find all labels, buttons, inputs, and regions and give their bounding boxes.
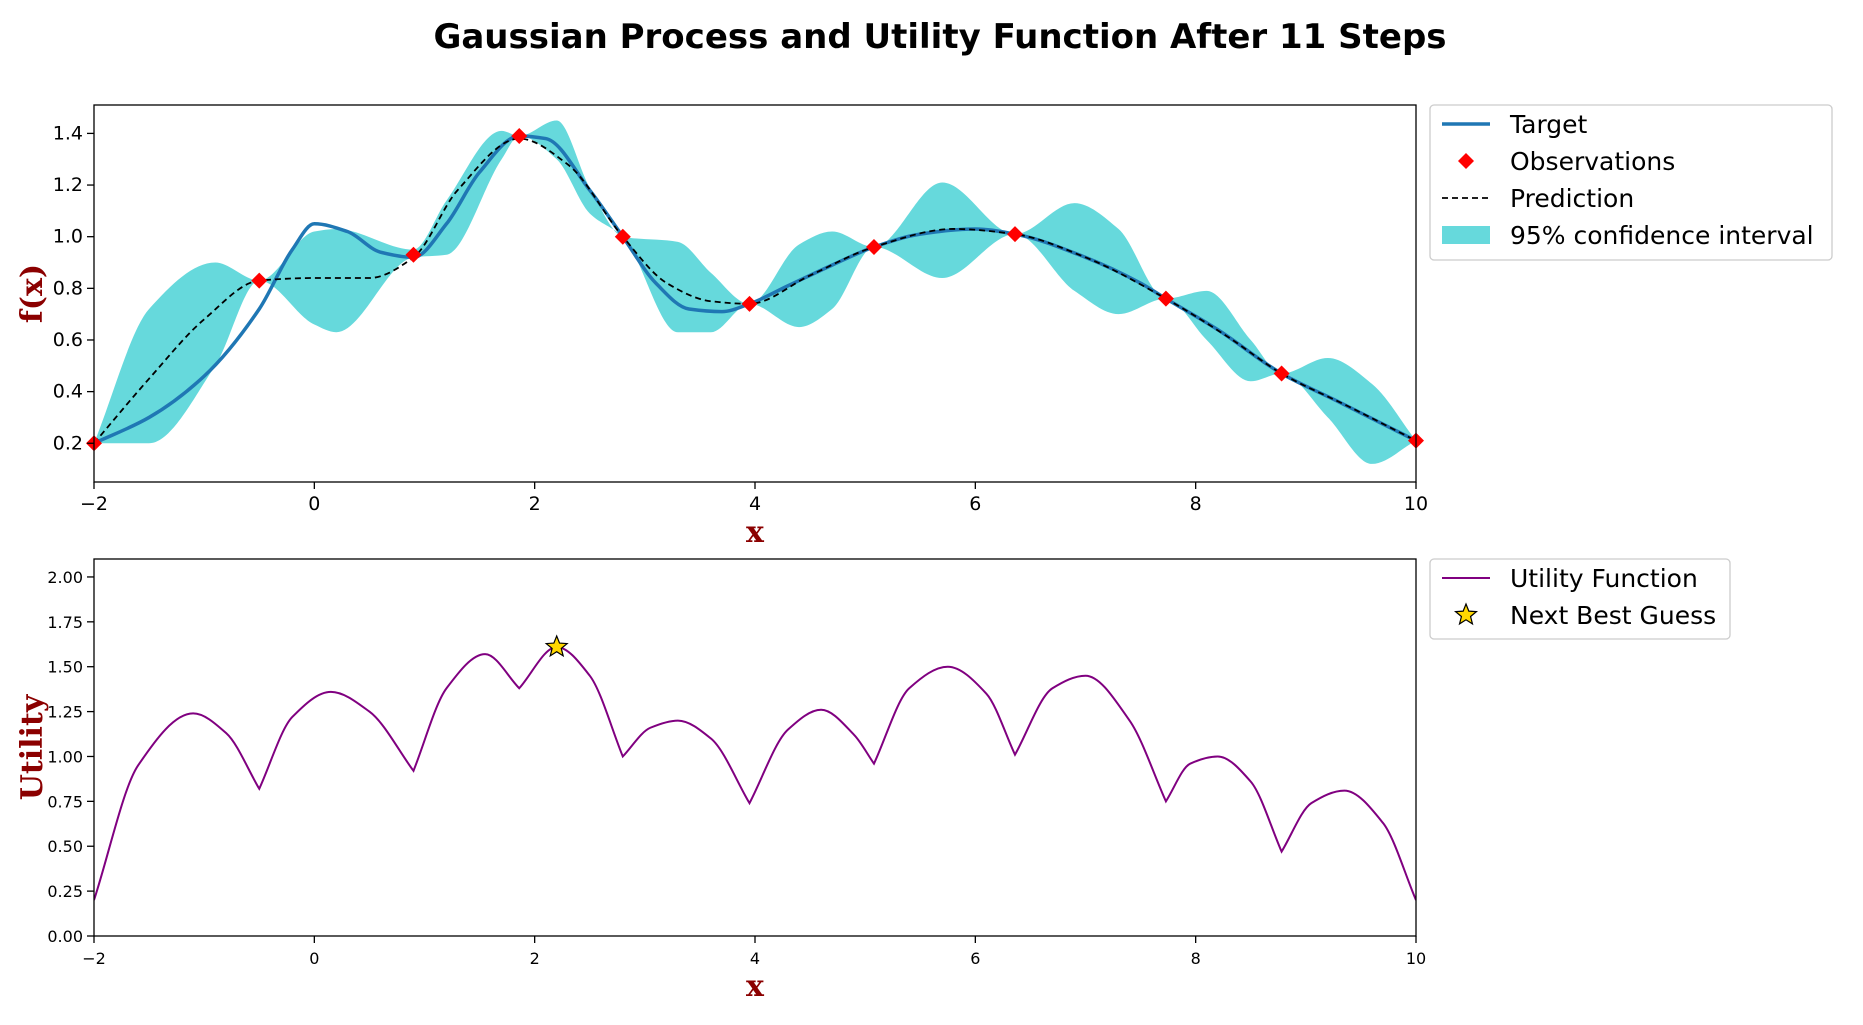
y-tick-label: 1.00 (47, 747, 83, 766)
confidence-interval-layer (94, 120, 1416, 464)
y-tick-label: 1.0 (53, 226, 83, 248)
legend-label: Utility Function (1510, 564, 1698, 593)
next-guess-layer (544, 634, 569, 658)
utility-lines-layer (94, 645, 1416, 901)
observation-markers-layer (86, 127, 1424, 452)
utility-x-ticks: −2 0 2 4 6 8 10 (82, 936, 1426, 968)
utility-plot-frame (93, 558, 1417, 937)
utility-x-axis-label: x (746, 969, 765, 1004)
x-tick-label: 2 (530, 949, 540, 968)
utility-y-axis-label: Utility (15, 693, 50, 800)
x-tick-label: −2 (80, 493, 108, 515)
gp-x-ticks: −2 0 2 4 6 8 10 (80, 482, 1428, 515)
observation-point (251, 272, 268, 289)
y-tick-label: 0.2 (53, 432, 83, 454)
x-tick-label: 4 (749, 493, 761, 515)
observation-point (614, 228, 631, 245)
legend-label: Prediction (1510, 184, 1634, 213)
gp-y-axis-label: f(x) (15, 264, 50, 323)
y-tick-label: 0.00 (47, 927, 83, 946)
gp-panel: −2 0 2 4 6 8 10 0.2 0.4 0.6 0.8 1.0 1.2 1.4 x f(x) T… (15, 104, 1833, 550)
x-tick-label: 2 (529, 493, 541, 515)
observation-point (865, 239, 882, 256)
utility-legend: Utility Function Next Best Guess (1429, 558, 1731, 640)
x-tick-label: 6 (970, 949, 980, 968)
y-tick-label: 0.50 (47, 837, 83, 856)
gp-y-ticks: 0.2 0.4 0.6 0.8 1.0 1.2 1.4 (53, 122, 94, 454)
x-tick-label: 10 (1404, 493, 1428, 515)
x-tick-label: −2 (82, 949, 106, 968)
legend-box (1429, 104, 1833, 261)
legend-label: Observations (1510, 147, 1675, 176)
y-tick-label: 0.6 (53, 329, 83, 351)
y-tick-label: 1.4 (53, 122, 83, 144)
observation-point (1006, 226, 1023, 243)
x-tick-label: 8 (1190, 493, 1202, 515)
observation-point (511, 127, 528, 144)
legend-label: 95% confidence interval (1510, 221, 1814, 250)
target-line (94, 134, 1416, 445)
observation-point (405, 246, 422, 263)
observation-point (1273, 365, 1290, 382)
x-tick-label: 4 (750, 949, 760, 968)
y-tick-label: 0.25 (47, 882, 83, 901)
y-tick-label: 1.25 (47, 703, 83, 722)
x-tick-label: 10 (1406, 949, 1426, 968)
x-tick-label: 0 (308, 493, 320, 515)
gp-x-axis-label: x (746, 515, 765, 550)
legend-label: Next Best Guess (1510, 601, 1716, 630)
utility-y-ticks: 0.00 0.25 0.50 0.75 1.00 1.25 1.50 1.75 2.00 (47, 568, 94, 946)
series-lines-layer (94, 134, 1416, 445)
observation-point (741, 295, 758, 312)
legend-next-guess-swatch (1453, 602, 1479, 626)
legend-label: Target (1509, 110, 1588, 139)
y-tick-label: 0.8 (53, 277, 83, 299)
legend-box (1429, 558, 1731, 640)
utility-panel: −2 0 2 4 6 8 10 0.00 0.25 0.50 0.75 1.00 1.25 1.50 1.… (15, 558, 1731, 1004)
x-tick-label: 0 (309, 949, 319, 968)
utility-function-line (94, 645, 1416, 901)
y-tick-label: 0.75 (47, 792, 83, 811)
next-best-guess-marker (544, 634, 569, 658)
legend-observation-swatch (1458, 153, 1474, 169)
chart-title: Gaussian Process and Utility Function Af… (433, 17, 1446, 57)
y-tick-label: 0.4 (53, 381, 83, 403)
y-tick-label: 2.00 (47, 568, 83, 587)
y-tick-label: 1.75 (47, 613, 83, 632)
y-tick-label: 1.50 (47, 658, 83, 677)
confidence-interval-band (94, 120, 1416, 464)
x-tick-label: 8 (1191, 949, 1201, 968)
legend-ci-swatch (1442, 226, 1490, 244)
observation-point (1157, 290, 1174, 307)
gp-legend: Target Observations Prediction 95% confiden… (1429, 104, 1833, 261)
y-tick-label: 1.2 (53, 174, 83, 196)
x-tick-label: 6 (969, 493, 981, 515)
